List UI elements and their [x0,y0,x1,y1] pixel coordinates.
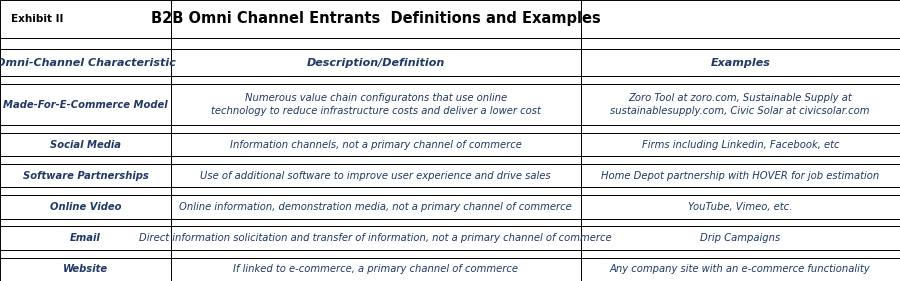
Bar [0,250,171,258]
Bar [0,226,171,250]
Bar [171,258,580,281]
Text: Software Partnerships: Software Partnerships [22,171,148,181]
Bar [0,0,171,38]
Bar [0,258,171,281]
Bar [580,84,900,125]
Bar [580,258,900,281]
Text: Made-For-E-Commerce Model: Made-For-E-Commerce Model [4,100,167,110]
Bar [580,49,900,76]
Bar [580,250,900,258]
Bar [580,187,900,195]
Bar [171,76,580,84]
Text: Description/Definition: Description/Definition [307,58,445,67]
Bar [171,133,580,156]
Bar [0,49,171,76]
Bar [580,219,900,226]
Text: Information channels, not a primary channel of commerce: Information channels, not a primary chan… [230,140,522,149]
Bar [580,76,900,84]
Bar [171,164,580,187]
Text: If linked to e-commerce, a primary channel of commerce: If linked to e-commerce, a primary chann… [233,264,518,274]
Text: Examples: Examples [710,58,770,67]
Bar [171,156,580,164]
Bar [580,195,900,219]
Text: B2B Omni Channel Entrants  Definitions and Examples: B2B Omni Channel Entrants Definitions an… [151,12,600,26]
Bar [580,0,900,38]
Bar [0,164,171,187]
Bar [0,38,171,49]
Bar [171,38,580,49]
Text: Social Media: Social Media [50,140,121,149]
Bar [171,49,580,76]
Bar [171,0,580,38]
Text: YouTube, Vimeo, etc.: YouTube, Vimeo, etc. [688,202,792,212]
Text: Firms including Linkedin, Facebook, etc: Firms including Linkedin, Facebook, etc [642,140,839,149]
Text: Online Video: Online Video [50,202,122,212]
Bar [0,84,171,125]
Bar [171,125,580,133]
Bar [171,250,580,258]
Text: Home Depot partnership with HOVER for job estimation: Home Depot partnership with HOVER for jo… [601,171,879,181]
Bar [0,133,171,156]
Text: Email: Email [70,233,101,243]
Bar [580,133,900,156]
Bar [580,156,900,164]
Bar [171,226,580,250]
Bar [0,125,171,133]
Text: Exhibit II: Exhibit II [11,14,63,24]
Bar [580,164,900,187]
Bar [580,38,900,49]
Text: Drip Campaigns: Drip Campaigns [700,233,780,243]
Bar [580,226,900,250]
Bar [0,156,171,164]
Text: Any company site with an e-commerce functionality: Any company site with an e-commerce func… [610,264,870,274]
Bar [0,76,171,84]
Bar [171,195,580,219]
Bar [580,125,900,133]
Bar [171,84,580,125]
Text: Use of additional software to improve user experience and drive sales: Use of additional software to improve us… [201,171,551,181]
Bar [0,187,171,195]
Text: Online information, demonstration media, not a primary channel of commerce: Online information, demonstration media,… [179,202,572,212]
Bar [171,187,580,195]
Text: Omni-Channel Characteristic: Omni-Channel Characteristic [0,58,176,67]
Text: Numerous value chain configuratons that use online
technology to reduce infrastr: Numerous value chain configuratons that … [211,93,541,116]
Text: Direct information solicitation and transfer of information, not a primary chann: Direct information solicitation and tran… [140,233,612,243]
Bar [0,195,171,219]
Bar [0,219,171,226]
Text: Zoro Tool at zoro.com, Sustainable Supply at
sustainablesupply.com, Civic Solar : Zoro Tool at zoro.com, Sustainable Suppl… [610,93,870,116]
Text: Website: Website [63,264,108,274]
Bar [171,219,580,226]
